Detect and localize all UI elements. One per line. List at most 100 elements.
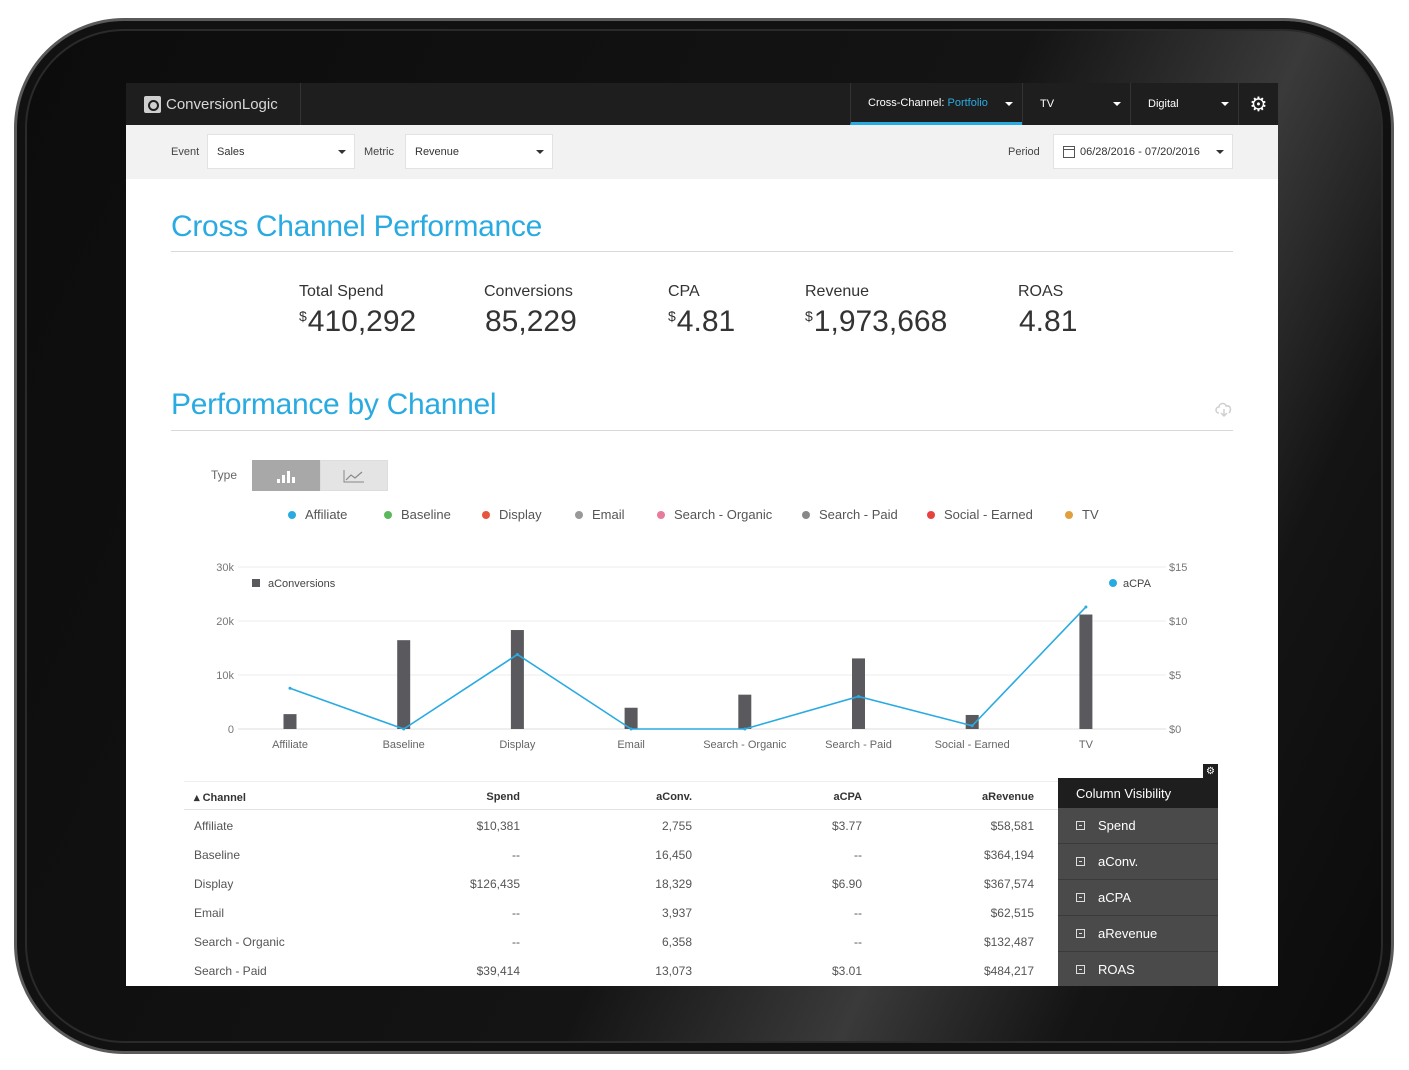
table-cell: 13,073 <box>655 964 692 978</box>
column-visibility-item[interactable]: aCPA <box>1058 880 1218 916</box>
table-cell: 2,755 <box>661 819 692 833</box>
legend-item-display[interactable]: Display <box>482 507 575 522</box>
y-left-tick-label: 0 <box>228 724 234 736</box>
header-arevenue[interactable]: aRevenue <box>982 791 1034 803</box>
kpi-roas: ROAS 4.81 <box>1018 283 1077 339</box>
legend-dot <box>482 510 490 519</box>
kpi-value: 4.81 <box>1019 305 1078 338</box>
legend-dot <box>575 510 583 519</box>
x-tick-label: Display <box>499 739 536 751</box>
nav-tab-cross-channel-prefix: Cross-Channel: <box>868 96 945 109</box>
kpi-value: $1,973,668 <box>805 305 948 338</box>
table-row[interactable]: Baseline -- 16,450 -- $364,194 <box>184 839 1058 868</box>
app-screen: ConversionLogic Cross-Channel: Portfolio… <box>126 83 1278 986</box>
calendar-icon <box>1063 145 1075 158</box>
header-acpa[interactable]: aCPA <box>833 791 862 803</box>
kpi-value: $410,292 <box>299 305 417 338</box>
chart-type-toggle <box>252 460 389 491</box>
column-visibility-panel: Column Visibility Spend aConv. aCPA aRevenu… <box>1058 778 1218 986</box>
x-tick-label: Email <box>617 739 645 751</box>
line-chart-button[interactable] <box>320 460 388 491</box>
table-cell: Affiliate <box>194 819 234 833</box>
channel-divider <box>171 430 1233 431</box>
table-cell: Email <box>194 906 225 920</box>
table-cell: 16,450 <box>655 848 692 862</box>
summary-divider <box>171 251 1233 252</box>
settings-button[interactable]: ⚙ <box>1238 83 1278 125</box>
bar-search-paid <box>852 658 865 729</box>
nav-tab-tv-label: TV <box>1040 98 1055 110</box>
table-cell: $6.90 <box>831 877 862 891</box>
x-tick-label: Affiliate <box>272 739 308 751</box>
acpa-point <box>515 652 519 656</box>
nav-tab-cross-channel[interactable]: Cross-Channel: Portfolio <box>850 83 1022 125</box>
summary-title: Cross Channel Performance <box>171 210 543 243</box>
toggle-box-icon <box>1076 893 1085 902</box>
header-aconv[interactable]: aConv. <box>656 791 692 803</box>
table-row[interactable]: Display $126,435 18,329 $6.90 $367,574 <box>184 868 1058 897</box>
acpa-point <box>402 727 406 731</box>
download-cloud-icon[interactable] <box>1214 401 1236 418</box>
legend-dot <box>384 510 392 519</box>
table-cell: $10,381 <box>476 819 520 833</box>
table-header: ▴ Channel Spend aConv. aCPA aRevenue <box>184 781 1058 810</box>
acpa-point <box>743 727 747 731</box>
chevron-down-icon <box>1005 102 1013 106</box>
y-right-tick-label: $5 <box>1169 670 1181 682</box>
legend-item-search-paid[interactable]: Search - Paid <box>802 507 927 522</box>
legend-item-social-earned[interactable]: Social - Earned <box>927 507 1065 522</box>
table-cell: $132,487 <box>983 935 1034 949</box>
bar-email <box>624 707 638 729</box>
legend-dot <box>288 510 296 519</box>
table-cell: $484,217 <box>983 964 1034 978</box>
header-spend[interactable]: Spend <box>486 791 520 803</box>
table-cell: $3.77 <box>831 819 862 833</box>
acpa-point <box>970 724 974 728</box>
column-visibility-gear-icon[interactable]: ⚙ <box>1203 764 1218 779</box>
column-visibility-title: Column Visibility <box>1058 778 1218 808</box>
table-cell: $58,581 <box>990 819 1034 833</box>
toggle-box-icon <box>1076 929 1085 938</box>
logo-icon <box>144 95 161 113</box>
period-select[interactable]: 06/28/2016 - 07/20/2016 <box>1053 134 1233 169</box>
y-right-tick-label: $0 <box>1169 724 1181 736</box>
bar-chart-button[interactable] <box>252 460 320 491</box>
legend-item-email[interactable]: Email <box>575 507 657 522</box>
table-cell: 18,329 <box>655 877 692 891</box>
column-visibility-item[interactable]: aRevenue <box>1058 916 1218 952</box>
column-visibility-item[interactable]: Spend <box>1058 808 1218 844</box>
metric-select[interactable]: Revenue <box>405 134 553 169</box>
table-row[interactable]: Search - Paid $39,414 13,073 $3.01 $484,217 <box>184 955 1058 984</box>
column-visibility-item[interactable]: aConv. <box>1058 844 1218 880</box>
table-row[interactable]: Search - Organic -- 6,358 -- $132,487 <box>184 926 1058 955</box>
chart-type-label: Type <box>211 468 238 482</box>
event-select[interactable]: Sales <box>207 134 355 169</box>
app-logo[interactable]: ConversionLogic <box>126 83 301 125</box>
aconversions-legend-label: aConversions <box>268 578 336 590</box>
bar-affiliate <box>283 714 297 729</box>
table-cell: Search - Paid <box>194 964 267 978</box>
period-select-value: 06/28/2016 - 07/20/2016 <box>1080 145 1200 158</box>
legend-item-baseline[interactable]: Baseline <box>384 507 482 522</box>
toggle-box-icon <box>1076 821 1085 830</box>
kpi-revenue: Revenue $1,973,668 <box>805 283 947 339</box>
table-row[interactable]: Affiliate $10,381 2,755 $3.77 $58,581 <box>184 810 1058 839</box>
channel-title: Performance by Channel <box>171 388 497 421</box>
nav-tab-digital[interactable]: Digital <box>1130 83 1238 125</box>
kpi-label: Revenue <box>805 283 870 300</box>
acpa-line <box>289 606 1087 730</box>
x-tick-label: TV <box>1079 739 1094 751</box>
bar-search-organic <box>738 694 752 729</box>
table-row[interactable]: Email -- 3,937 -- $62,515 <box>184 897 1058 926</box>
nav-tab-tv[interactable]: TV <box>1022 83 1130 125</box>
legend-item-search-organic[interactable]: Search - Organic <box>657 507 802 522</box>
legend-dot <box>1065 510 1073 519</box>
legend-item-tv[interactable]: TV <box>1065 507 1115 522</box>
header-channel[interactable]: ▴ Channel <box>194 792 246 804</box>
acpa-legend-label: aCPA <box>1123 578 1152 590</box>
legend-item-affiliate[interactable]: Affiliate <box>288 507 384 522</box>
table-cell: -- <box>854 906 862 920</box>
column-visibility-item[interactable]: ROAS <box>1058 952 1218 986</box>
y-left-tick-label: 30k <box>216 562 234 574</box>
x-tick-label: Baseline <box>383 739 425 751</box>
